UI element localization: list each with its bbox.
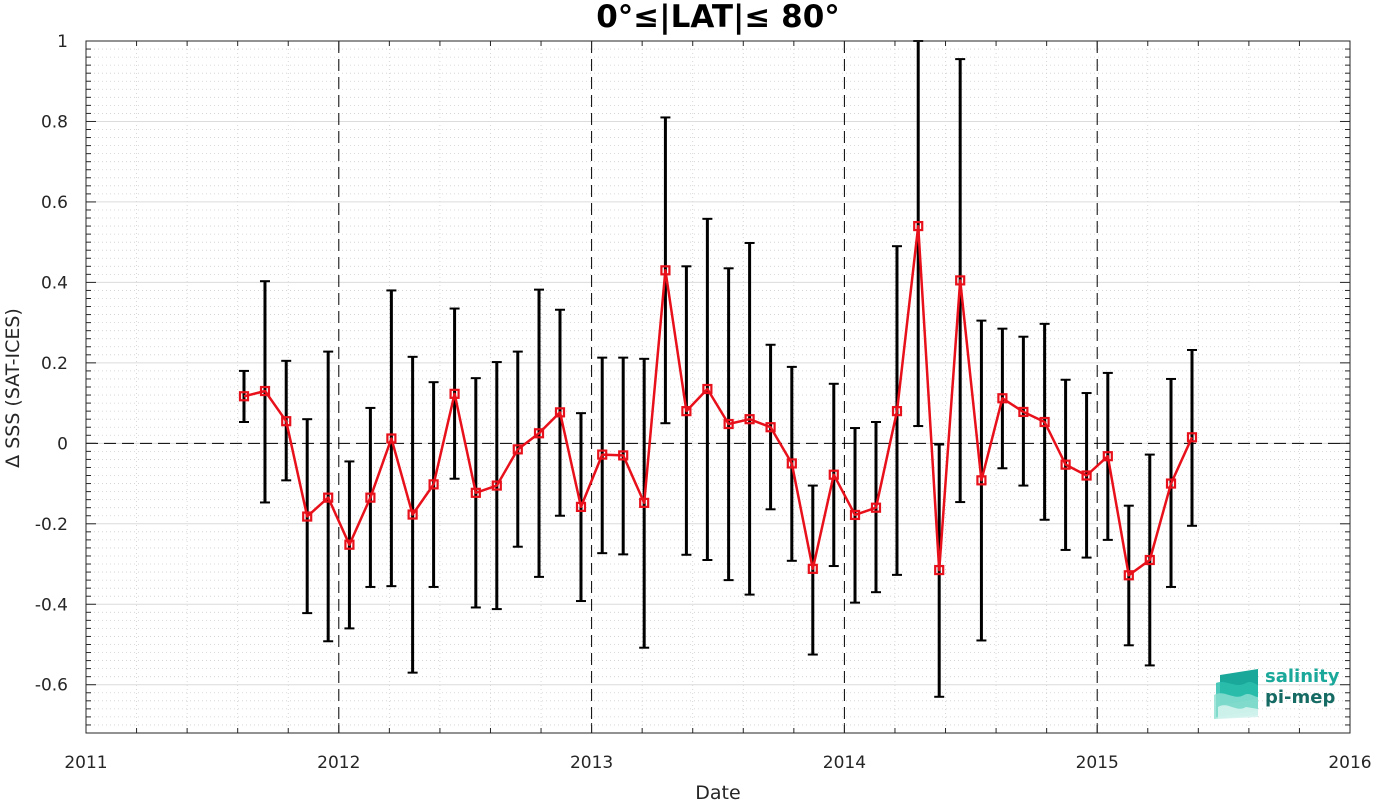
data-point (1165, 478, 1177, 489)
data-point (681, 406, 692, 417)
x-tick-label: 2011 (64, 753, 107, 773)
tick-marks (85, 40, 1351, 733)
data-point (849, 509, 861, 521)
y-tick-label: -0.4 (35, 595, 68, 615)
logo-line1: salinity (1265, 666, 1340, 687)
data-point (386, 433, 397, 444)
data-point (1018, 406, 1029, 418)
y-tick-label: 0 (57, 434, 68, 454)
data-point (470, 487, 481, 498)
reference-lines (86, 41, 1350, 733)
data-point (597, 449, 608, 460)
x-axis-label: Date (695, 782, 740, 801)
data-point (997, 393, 1008, 404)
x-tick-labels: 2011 2012 2013 2014 2015 2016 (64, 753, 1371, 773)
data-point (1081, 470, 1092, 481)
series-line-group (243, 224, 1194, 577)
data-point (913, 220, 924, 232)
data-point (449, 388, 460, 399)
y-tick-label: 0.6 (41, 193, 68, 213)
y-tick-label: 0.4 (41, 273, 68, 293)
data-point (1186, 432, 1198, 443)
x-tick-label: 2016 (1328, 753, 1371, 773)
data-point (428, 479, 439, 490)
data-point (1123, 570, 1134, 581)
data-point (891, 406, 903, 417)
data-point (618, 450, 629, 461)
data-point (302, 511, 313, 522)
salinity-pi-mep-logo: salinity pi-mep (1214, 667, 1344, 719)
data-point (702, 383, 713, 395)
data-point (323, 492, 334, 503)
data-point (934, 564, 945, 576)
y-tick-label: 0.8 (41, 112, 68, 132)
chart-title: 0°≤|LAT|≤ 80° (596, 0, 840, 35)
data-point (1102, 451, 1113, 462)
y-tick-label: 1 (57, 32, 68, 52)
data-point (744, 414, 755, 425)
logo-waves-icon (1214, 669, 1258, 719)
data-point (407, 509, 418, 520)
data-point (491, 480, 502, 491)
y-tick-label: -0.2 (35, 515, 68, 535)
data-point (575, 501, 587, 512)
data-point (238, 391, 250, 402)
data-point (512, 444, 523, 455)
data-point (344, 539, 355, 550)
series-line (243, 224, 1194, 577)
series-markers (238, 220, 1198, 581)
data-point (828, 469, 839, 480)
data-point (955, 275, 966, 286)
data-point (639, 497, 650, 508)
error-bars (239, 40, 1197, 698)
data-point (786, 458, 797, 469)
data-point (723, 418, 734, 430)
data-point (554, 407, 566, 418)
x-tick-label: 2015 (1076, 753, 1119, 773)
y-axis-label: Δ SSS (SAT-ICES) (2, 308, 24, 468)
data-point (1060, 459, 1071, 470)
data-point (533, 428, 545, 439)
data-point (1039, 416, 1050, 428)
x-tick-label: 2014 (823, 753, 866, 773)
data-point (259, 385, 271, 397)
y-tick-label: 0.2 (41, 354, 68, 374)
logo-line2: pi-mep (1265, 687, 1336, 708)
data-point (870, 502, 882, 513)
data-point (1144, 554, 1155, 566)
x-tick-label: 2012 (317, 753, 360, 773)
x-tick-label: 2013 (570, 753, 613, 773)
y-tick-label: -0.6 (35, 676, 68, 696)
y-tick-labels: 1 0.8 0.6 0.4 0.2 0 -0.2 -0.4 -0.6 (35, 32, 68, 696)
data-point (365, 492, 376, 503)
data-point (807, 563, 818, 574)
data-point (765, 422, 776, 433)
data-point (281, 416, 292, 427)
data-point (660, 265, 671, 276)
data-point (976, 475, 987, 486)
series-layer (238, 40, 1198, 698)
minor-gridlines (86, 41, 1350, 733)
